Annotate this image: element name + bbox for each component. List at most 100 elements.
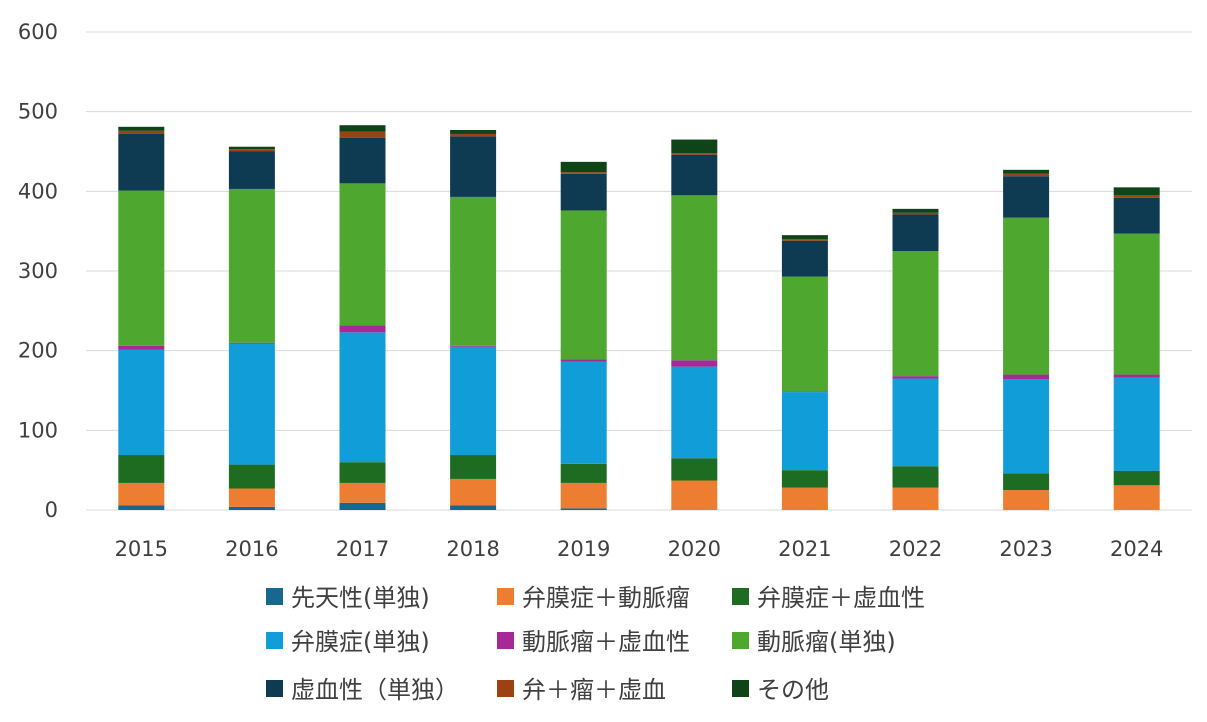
- bar-segment-2015-series-6: [118, 133, 165, 191]
- bar-segment-2017-series-7: [339, 131, 386, 138]
- bar-segment-2022-series-8: [892, 208, 939, 213]
- bar-segment-2017-series-3: [339, 332, 386, 463]
- bar-segment-2015-series-5: [118, 190, 165, 346]
- bar-segment-2016-series-8: [228, 146, 275, 150]
- bar-segment-2015-series-0: [118, 505, 165, 510]
- bar-segment-2018-series-5: [450, 196, 497, 346]
- bar-segment-2022-series-3: [892, 378, 939, 467]
- bar-segment-2016-series-7: [228, 149, 275, 152]
- bar-segment-2024-series-2: [1113, 470, 1160, 486]
- y-tick-label: 0: [45, 498, 58, 522]
- bar-segment-2023-series-3: [1003, 379, 1050, 474]
- legend-swatch: [266, 588, 283, 605]
- bar-segment-2023-series-2: [1003, 473, 1050, 491]
- bar-segment-2020-series-8: [671, 139, 718, 154]
- legend-swatch: [497, 680, 514, 697]
- bar-segment-2016-series-1: [228, 488, 275, 507]
- bar-segment-2022-series-1: [892, 487, 939, 510]
- bar-segment-2021-series-1: [781, 487, 828, 510]
- bar-segment-2023-series-8: [1003, 169, 1050, 174]
- bar-segment-2018-series-2: [450, 455, 497, 479]
- bar-segment-2020-series-7: [671, 153, 718, 155]
- legend-swatch: [732, 632, 749, 649]
- bar-segment-2022-series-4: [892, 376, 939, 379]
- bar-segment-2020-series-3: [671, 366, 718, 459]
- x-tick-label: 2015: [115, 537, 168, 561]
- bar-segment-2022-series-5: [892, 251, 939, 377]
- bar-segment-2017-series-5: [339, 183, 386, 326]
- legend-swatch: [732, 588, 749, 605]
- bar-segment-2023-series-7: [1003, 173, 1050, 177]
- bar-segment-2021-series-3: [781, 392, 828, 471]
- x-axis-tick-labels: 2015 2016 2017 2018 2019 2020 2021 2022 2023 2024: [115, 537, 1164, 561]
- x-tick-label: 2020: [668, 537, 721, 561]
- bar-segment-2021-series-8: [781, 235, 828, 240]
- bar-segment-2019-series-1: [560, 482, 607, 509]
- legend-label: 弁膜症(単独): [291, 628, 430, 656]
- bar-segment-2015-series-3: [118, 349, 165, 456]
- legend-swatch: [497, 588, 514, 605]
- bar-segment-2024-series-8: [1113, 187, 1160, 196]
- bar-segment-2019-series-4: [560, 359, 607, 362]
- legend-swatch: [732, 680, 749, 697]
- bar-segment-2020-series-2: [671, 458, 718, 481]
- bar-segment-2021-series-5: [781, 276, 828, 392]
- y-tick-label: 100: [18, 418, 58, 442]
- y-tick-label: 500: [18, 100, 58, 124]
- x-tick-label: 2018: [446, 537, 499, 561]
- legend-label: 先天性(単独): [291, 584, 430, 612]
- y-tick-label: 400: [18, 179, 58, 203]
- bar-segment-2015-series-8: [118, 126, 165, 131]
- x-tick-label: 2017: [336, 537, 389, 561]
- bar-segment-2016-series-4: [228, 342, 275, 344]
- bar-segment-2022-series-6: [892, 214, 939, 252]
- bar-segment-2024-series-5: [1113, 233, 1160, 375]
- bar-segment-2015-series-1: [118, 482, 165, 506]
- bar-segment-2018-series-1: [450, 478, 497, 506]
- bars: [118, 125, 1160, 510]
- bar-segment-2020-series-1: [671, 480, 718, 510]
- bar-segment-2019-series-5: [560, 210, 607, 360]
- bar-segment-2017-series-4: [339, 325, 386, 333]
- x-tick-label: 2016: [225, 537, 278, 561]
- y-tick-label: 300: [18, 259, 58, 283]
- bar-segment-2017-series-2: [339, 462, 386, 483]
- bar-segment-2023-series-5: [1003, 217, 1050, 375]
- bar-segment-2015-series-4: [118, 345, 165, 350]
- bar-segment-2018-series-4: [450, 345, 497, 347]
- x-tick-label: 2019: [557, 537, 610, 561]
- bar-segment-2019-series-7: [560, 172, 607, 174]
- legend-swatch: [266, 632, 283, 649]
- x-tick-label: 2023: [999, 537, 1052, 561]
- legend-label: 弁膜症＋動脈瘤: [522, 584, 690, 612]
- bar-segment-2023-series-4: [1003, 374, 1050, 380]
- bar-segment-2016-series-2: [228, 464, 275, 489]
- bar-segment-2024-series-1: [1113, 485, 1160, 510]
- bar-segment-2017-series-0: [339, 502, 386, 510]
- bar-segment-2016-series-3: [228, 343, 275, 465]
- bar-segment-2023-series-6: [1003, 176, 1050, 218]
- x-tick-label: 2022: [889, 537, 942, 561]
- y-tick-label: 200: [18, 339, 58, 363]
- legend-label: 弁膜症＋虚血性: [757, 584, 925, 612]
- bar-segment-2018-series-0: [450, 505, 497, 510]
- bar-segment-2022-series-2: [892, 466, 939, 488]
- bar-segment-2015-series-2: [118, 455, 165, 483]
- bar-segment-2024-series-4: [1113, 374, 1160, 378]
- bar-segment-2016-series-0: [228, 506, 275, 510]
- y-tick-label: 600: [18, 20, 58, 44]
- bar-segment-2019-series-6: [560, 173, 607, 211]
- bar-segment-2018-series-6: [450, 136, 497, 197]
- bar-segment-2019-series-0: [560, 508, 607, 510]
- bar-segment-2019-series-3: [560, 361, 607, 464]
- bar-segment-2020-series-6: [671, 154, 718, 196]
- bar-segment-2017-series-1: [339, 482, 386, 503]
- bar-segment-2020-series-5: [671, 195, 718, 361]
- y-axis-tick-labels: 0 100 200 300 400 500 600: [18, 20, 58, 522]
- bar-segment-2021-series-2: [781, 470, 828, 488]
- legend-label: 弁＋瘤＋虚血: [522, 676, 666, 704]
- bar-segment-2024-series-3: [1113, 377, 1160, 471]
- bar-segment-2019-series-2: [560, 463, 607, 483]
